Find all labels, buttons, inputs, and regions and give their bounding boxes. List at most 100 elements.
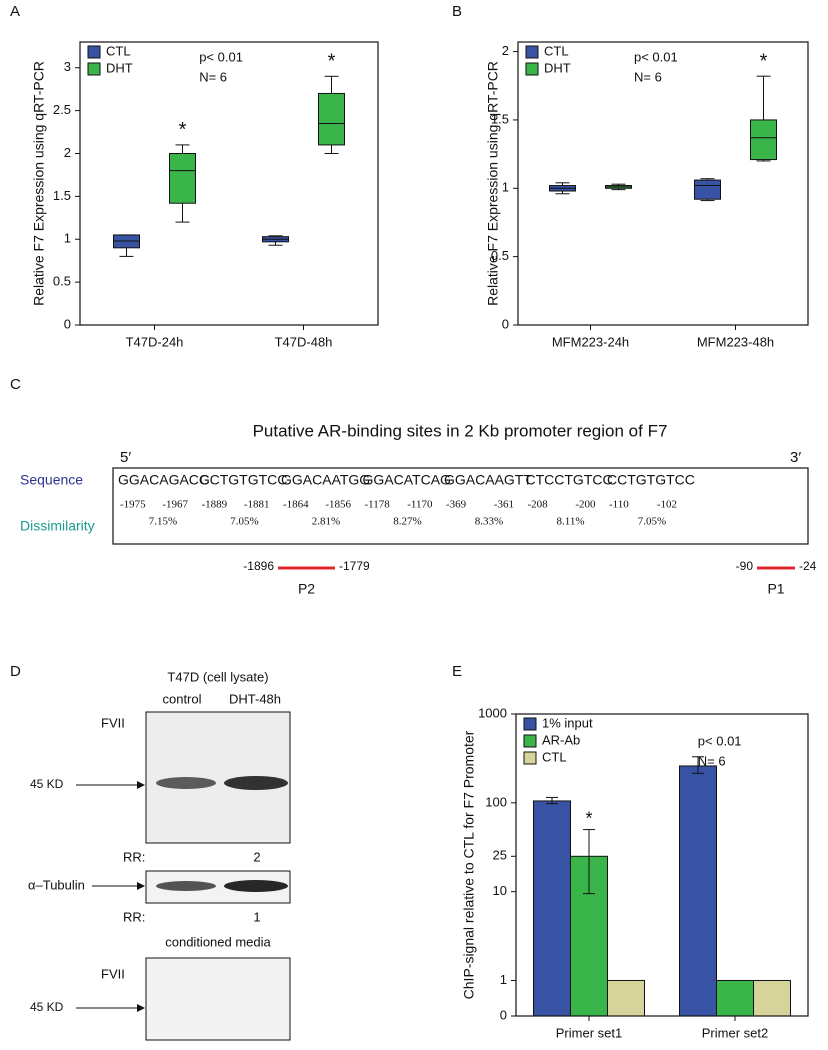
- band: [156, 777, 216, 789]
- site-end: -1170: [407, 499, 433, 511]
- significance: *: [760, 50, 768, 72]
- x-tick-label: Primer set2: [702, 1025, 768, 1040]
- y-tick-label: 0.5: [491, 248, 509, 263]
- site-end: -361: [494, 499, 514, 511]
- box: [169, 152, 196, 204]
- panel-label: C: [10, 376, 21, 393]
- site-dissimilarity: 2.81%: [312, 516, 340, 528]
- bar: [753, 979, 791, 1017]
- site-end: -1967: [162, 499, 188, 511]
- plot-frame: [79, 41, 379, 326]
- site-end: -1881: [244, 499, 270, 511]
- site-start: -110: [609, 499, 629, 511]
- rr-value: 2: [253, 849, 260, 864]
- y-tick-label: 0: [64, 316, 71, 331]
- primer-name: P1: [767, 581, 784, 597]
- bar: [716, 979, 754, 1017]
- bar: [607, 979, 645, 1017]
- plot-frame: [515, 713, 809, 1017]
- x-tick-label: Primer set1: [556, 1025, 622, 1040]
- lane-label: control: [162, 691, 201, 706]
- y-tick-label: 25: [493, 848, 507, 863]
- three-prime: 3′: [790, 449, 801, 466]
- box: [318, 92, 345, 146]
- legend-label: CTL: [542, 749, 567, 764]
- band: [224, 776, 288, 790]
- sequence-box: [112, 467, 809, 545]
- y-tick-label: 1.5: [491, 111, 509, 126]
- rr-label: RR:: [123, 909, 145, 924]
- y-tick-label: 2.5: [53, 102, 71, 117]
- box: [694, 179, 721, 200]
- site-sequence: GGACAATGG: [281, 472, 370, 488]
- significance: *: [328, 51, 336, 73]
- site-sequence: CCTGTGTCC: [607, 472, 695, 488]
- rr-label: RR:: [123, 849, 145, 864]
- legend-swatch: [523, 734, 537, 748]
- panel-label: A: [10, 3, 20, 20]
- rr-value: 1: [253, 909, 260, 924]
- annotation: N= 6: [634, 69, 662, 84]
- legend-label: DHT: [106, 60, 133, 75]
- y-tick-label: 2: [64, 145, 71, 160]
- site-dissimilarity: 7.05%: [638, 516, 666, 528]
- row-label: Dissimilarity: [20, 518, 95, 534]
- annotation: p< 0.01: [698, 733, 742, 748]
- blot-heading: conditioned media: [165, 934, 271, 949]
- site-start: -1178: [365, 499, 391, 511]
- blot-label: FVII: [101, 966, 125, 981]
- plot-frame: [517, 41, 809, 326]
- primer-start: -90: [736, 559, 754, 573]
- legend-label: 1% input: [542, 715, 593, 730]
- site-start: -1889: [202, 499, 228, 511]
- y-axis-label: ChIP-signal relative to CTL for F7 Promo…: [461, 730, 477, 999]
- legend-swatch: [523, 717, 537, 731]
- y-tick-label: 1: [500, 972, 507, 987]
- site-dissimilarity: 8.27%: [393, 516, 421, 528]
- blot-title: T47D (cell lysate): [167, 669, 268, 684]
- y-tick-label: 10: [493, 883, 507, 898]
- five-prime: 5′: [120, 449, 131, 466]
- legend-swatch: [523, 751, 537, 765]
- panel-label: D: [10, 663, 21, 680]
- legend-swatch: [525, 45, 539, 59]
- legend-label: CTL: [106, 43, 131, 58]
- significance: *: [179, 119, 187, 141]
- y-tick-label: 0: [500, 1007, 507, 1022]
- annotation: p< 0.01: [199, 49, 243, 64]
- significance: *: [585, 808, 592, 828]
- site-start: -1975: [120, 499, 146, 511]
- legend-label: CTL: [544, 43, 569, 58]
- legend-swatch: [525, 62, 539, 76]
- bar: [533, 800, 571, 1017]
- site-dissimilarity: 7.05%: [230, 516, 258, 528]
- lane-label: DHT-48h: [229, 691, 281, 706]
- y-axis-label: Relative F7 Expression using qRT-PCR: [485, 61, 501, 306]
- site-end: -102: [657, 499, 677, 511]
- y-tick-label: 0.5: [53, 274, 71, 289]
- site-sequence: CTCCTGTCC: [526, 472, 613, 488]
- y-tick-label: 3: [64, 59, 71, 74]
- x-tick-label: MFM223-48h: [697, 334, 774, 349]
- site-sequence: CCTGTGTCC: [200, 472, 288, 488]
- band: [224, 880, 288, 892]
- annotation: N= 6: [199, 69, 227, 84]
- primer-end: -24: [799, 559, 817, 573]
- site-start: -369: [446, 499, 467, 511]
- y-tick-label: 1: [502, 180, 509, 195]
- site-sequence: GGACAAGTT: [444, 472, 532, 488]
- marker-label: 45 KD: [30, 1000, 64, 1014]
- band: [156, 881, 216, 891]
- blot: [145, 957, 291, 1041]
- y-tick-label: 1000: [478, 705, 507, 720]
- primer-start: -1896: [243, 559, 274, 573]
- panel-label: B: [452, 3, 462, 20]
- blot-label: α–Tubulin: [28, 877, 85, 892]
- primer-name: P2: [298, 581, 315, 597]
- y-tick-label: 1.5: [53, 188, 71, 203]
- annotation: p< 0.01: [634, 49, 678, 64]
- blot-label: FVII: [101, 715, 125, 730]
- site-sequence: GGACAGACG: [118, 472, 210, 488]
- x-tick-label: T47D-24h: [126, 334, 184, 349]
